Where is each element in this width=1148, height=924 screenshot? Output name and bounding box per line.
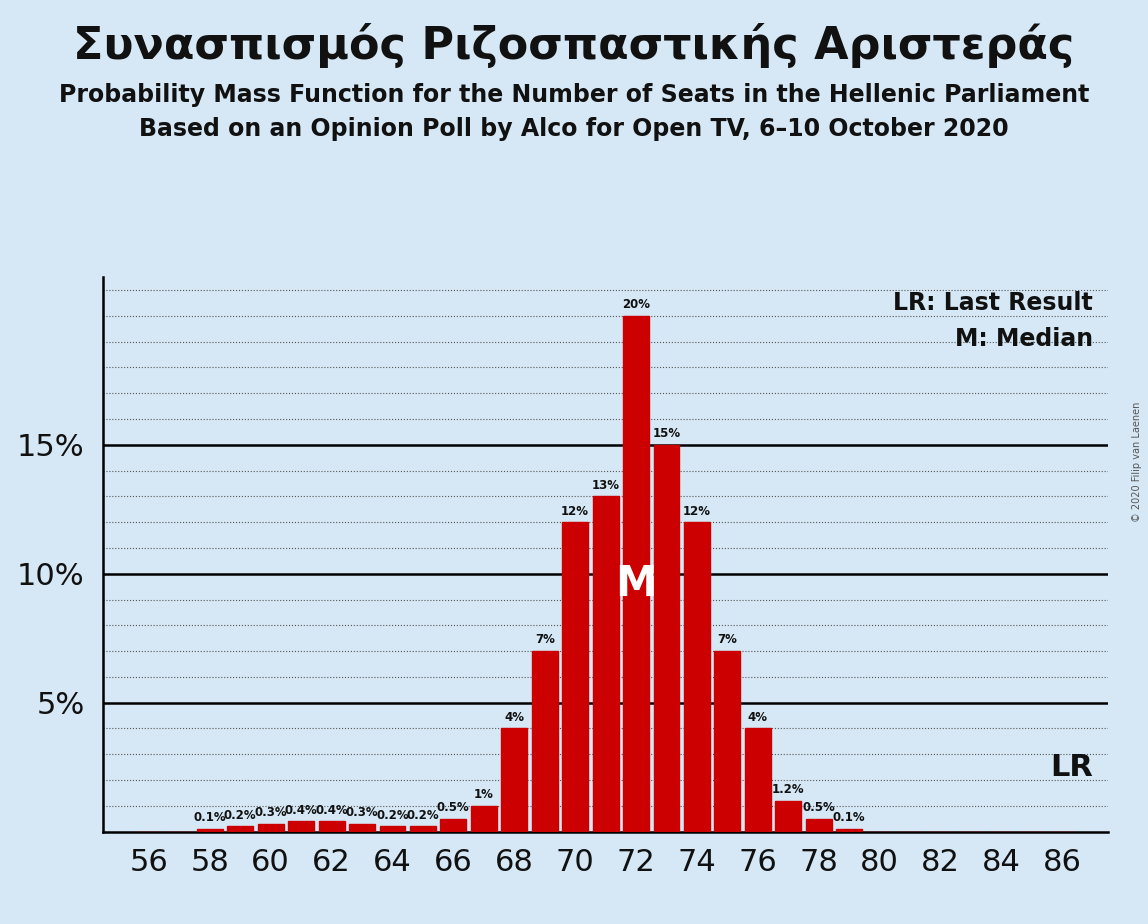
Bar: [563, 522, 588, 832]
Text: 7%: 7%: [535, 634, 554, 647]
Text: LR: LR: [1050, 753, 1093, 782]
Text: Συνασπισμός Ριζοσπαστικής Αριστεράς: Συνασπισμός Ριζοσπαστικής Αριστεράς: [73, 23, 1075, 68]
Bar: [502, 728, 527, 832]
Text: Probability Mass Function for the Number of Seats in the Hellenic Parliament: Probability Mass Function for the Number…: [59, 83, 1089, 107]
Bar: [592, 496, 619, 832]
Text: 4%: 4%: [747, 711, 768, 723]
Bar: [441, 819, 466, 832]
Bar: [775, 801, 801, 832]
Bar: [623, 316, 649, 832]
Bar: [410, 826, 436, 832]
Bar: [227, 826, 254, 832]
Text: 0.2%: 0.2%: [406, 808, 440, 821]
Bar: [288, 821, 315, 832]
Text: 1.2%: 1.2%: [771, 783, 805, 796]
Bar: [380, 826, 405, 832]
Bar: [258, 824, 284, 832]
Bar: [684, 522, 709, 832]
Bar: [745, 728, 770, 832]
Text: 0.5%: 0.5%: [802, 801, 835, 814]
Text: 4%: 4%: [504, 711, 525, 723]
Bar: [532, 651, 558, 832]
Bar: [471, 806, 497, 832]
Text: 12%: 12%: [683, 505, 711, 517]
Text: 0.4%: 0.4%: [316, 804, 348, 817]
Text: 12%: 12%: [561, 505, 589, 517]
Text: 0.3%: 0.3%: [255, 807, 287, 820]
Bar: [836, 829, 862, 832]
Text: 13%: 13%: [591, 479, 620, 492]
Text: 0.4%: 0.4%: [285, 804, 318, 817]
Text: LR: Last Result: LR: Last Result: [893, 291, 1093, 315]
Text: 0.1%: 0.1%: [194, 811, 226, 824]
Bar: [349, 824, 375, 832]
Text: 0.2%: 0.2%: [377, 808, 409, 821]
Text: 7%: 7%: [718, 634, 737, 647]
Text: Based on an Opinion Poll by Alco for Open TV, 6–10 October 2020: Based on an Opinion Poll by Alco for Ope…: [139, 117, 1009, 141]
Bar: [714, 651, 740, 832]
Text: © 2020 Filip van Laenen: © 2020 Filip van Laenen: [1132, 402, 1142, 522]
Bar: [806, 819, 831, 832]
Text: 1%: 1%: [474, 788, 494, 801]
Text: 0.3%: 0.3%: [346, 807, 379, 820]
Text: 0.2%: 0.2%: [224, 808, 257, 821]
Bar: [653, 444, 680, 832]
Text: 20%: 20%: [622, 298, 650, 311]
Text: 15%: 15%: [652, 427, 681, 440]
Text: 0.1%: 0.1%: [832, 811, 866, 824]
Text: M: M: [615, 563, 657, 605]
Bar: [319, 821, 344, 832]
Text: 0.5%: 0.5%: [437, 801, 470, 814]
Text: M: Median: M: Median: [955, 327, 1093, 351]
Bar: [197, 829, 223, 832]
